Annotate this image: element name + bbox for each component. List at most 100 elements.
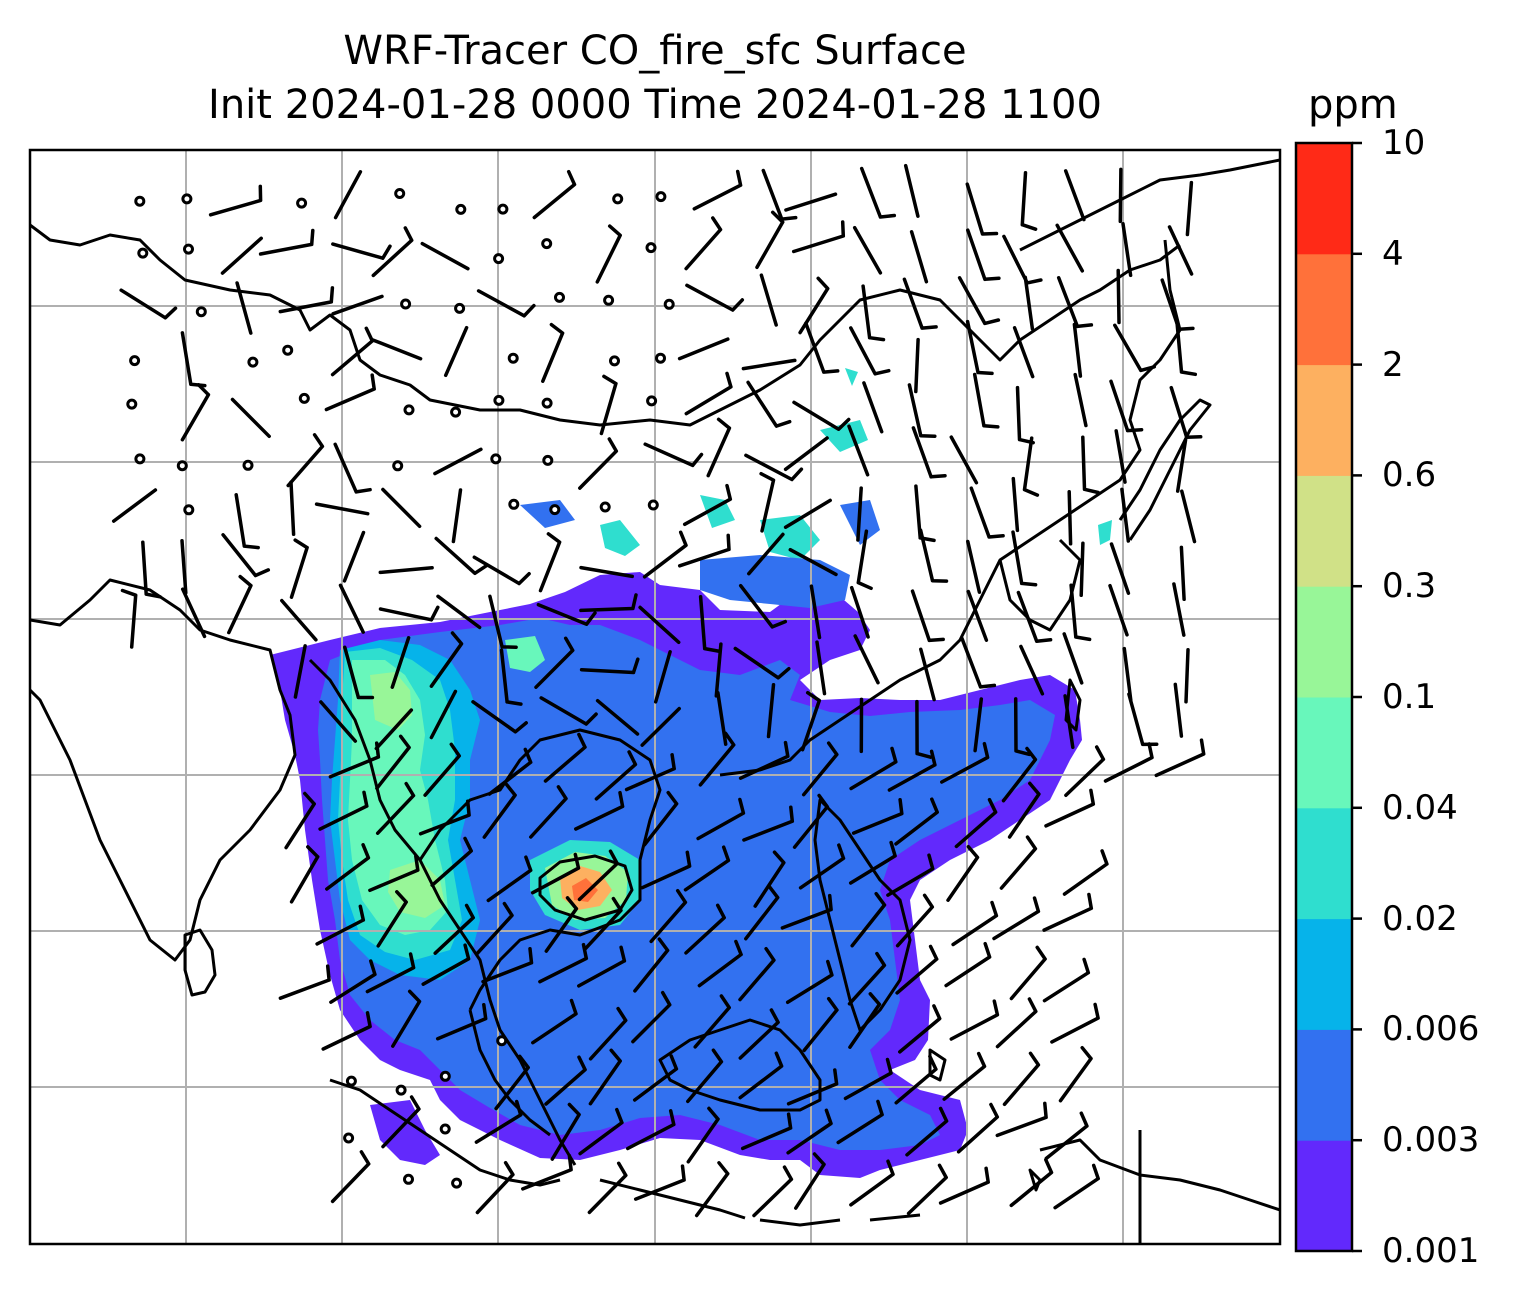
wind-barb [1069,583,1092,642]
wind-barb [1002,234,1043,285]
wind-barb [685,283,745,312]
calm-marker [603,294,615,306]
colorbar [1294,141,1362,1253]
wind-barb [119,288,178,320]
wind-barb [1055,223,1085,273]
calm-marker [403,404,415,416]
wind-barb [579,657,640,675]
wind-barb [418,799,471,836]
wind-barb [1169,385,1203,440]
wind-barb [780,893,833,930]
china-east-coast [719,158,1280,777]
wind-barb [1180,489,1197,544]
wind-barb [631,990,672,1044]
wind-barb [375,734,411,791]
wind-barb [653,650,672,704]
wind-barb [531,998,578,1045]
wind-barb [740,1112,793,1151]
wind-barb [420,241,470,271]
wind-barb [595,224,622,284]
colorbar-tick-label: 0.6 [1382,455,1437,496]
wind-barb [577,849,619,902]
wind-barb [1011,476,1020,533]
wind-barb [992,896,1041,941]
wind-barb [966,228,1001,282]
wind-barb [141,540,162,599]
calm-marker [454,302,466,314]
wind-barb [324,373,376,412]
calm-marker [599,501,611,513]
wind-barb [851,797,904,835]
wind-barb [1073,372,1088,428]
wind-barb [960,636,997,689]
wind-barb [577,945,627,988]
wind-barb [683,845,731,892]
colorbar-tick-label: 0.003 [1382,1120,1480,1161]
wind-barb [919,647,936,702]
wind-barb [599,374,618,436]
wind-barb [180,539,188,595]
wind-barb [633,937,670,993]
wind-barb [1007,781,1041,839]
calm-marker [507,352,519,364]
wind-barb [374,708,414,751]
calm-marker [497,203,509,215]
calm-marker [655,191,667,203]
wind-barb [321,1011,372,1051]
wind-barb [1020,171,1038,231]
wind-barb [684,903,726,955]
wind-barb [738,1051,784,1100]
map-title-line-2: Init 2024-01-28 0000 Time 2024-01-28 110… [208,82,1102,128]
calm-marker [343,1132,355,1144]
colorbar-segment [1296,143,1352,255]
wind-barb [578,437,619,490]
wind-barb [792,400,851,431]
wind-barb [319,700,358,743]
wind-barb [895,944,939,995]
wind-barb [221,533,271,578]
wind-barb [856,529,873,591]
wind-barb [914,337,920,394]
wind-barb [973,697,984,753]
wind-barb [293,644,307,699]
wind-barbs [111,163,1206,1218]
wind-barb [1023,275,1035,331]
wind-barb [343,645,375,700]
wind-barb [1058,1045,1093,1103]
wind-barb [381,1095,421,1149]
wind-barb [965,319,994,376]
wind-barb [1185,180,1194,237]
colorbar-tick-label: 10 [1382,123,1426,163]
map-plot-area [30,150,1280,1244]
wind-barb [1127,692,1159,747]
srilanka-coastline [183,928,217,997]
wind-barb [578,1107,624,1156]
wind-barb [423,742,461,797]
colorbar-tick-label: 0.04 [1382,787,1458,828]
calm-marker [242,459,254,471]
calm-marker [439,1123,451,1135]
wind-barb [783,498,832,529]
wind-barb [1103,742,1154,783]
wind-barb [836,1099,884,1145]
wind-barb [847,951,887,1006]
wind-barb [733,646,791,680]
wind-barb [956,1102,1000,1154]
calm-marker [134,195,146,207]
wind-barb [938,1166,990,1205]
calm-marker [646,395,658,407]
wind-barb [375,781,416,835]
wind-barb [684,371,733,416]
wind-barb [230,397,271,439]
wind-barb [543,732,587,783]
wind-barb [907,383,937,438]
wind-barb [595,698,640,736]
wind-barb [1064,745,1106,798]
wind-barb [786,1108,833,1155]
wind-barb [208,184,263,217]
wind-barb [910,589,945,643]
calm-marker [400,298,412,310]
wind-barb [849,326,891,376]
wind-barb [486,855,533,903]
wind-barb [944,941,992,988]
